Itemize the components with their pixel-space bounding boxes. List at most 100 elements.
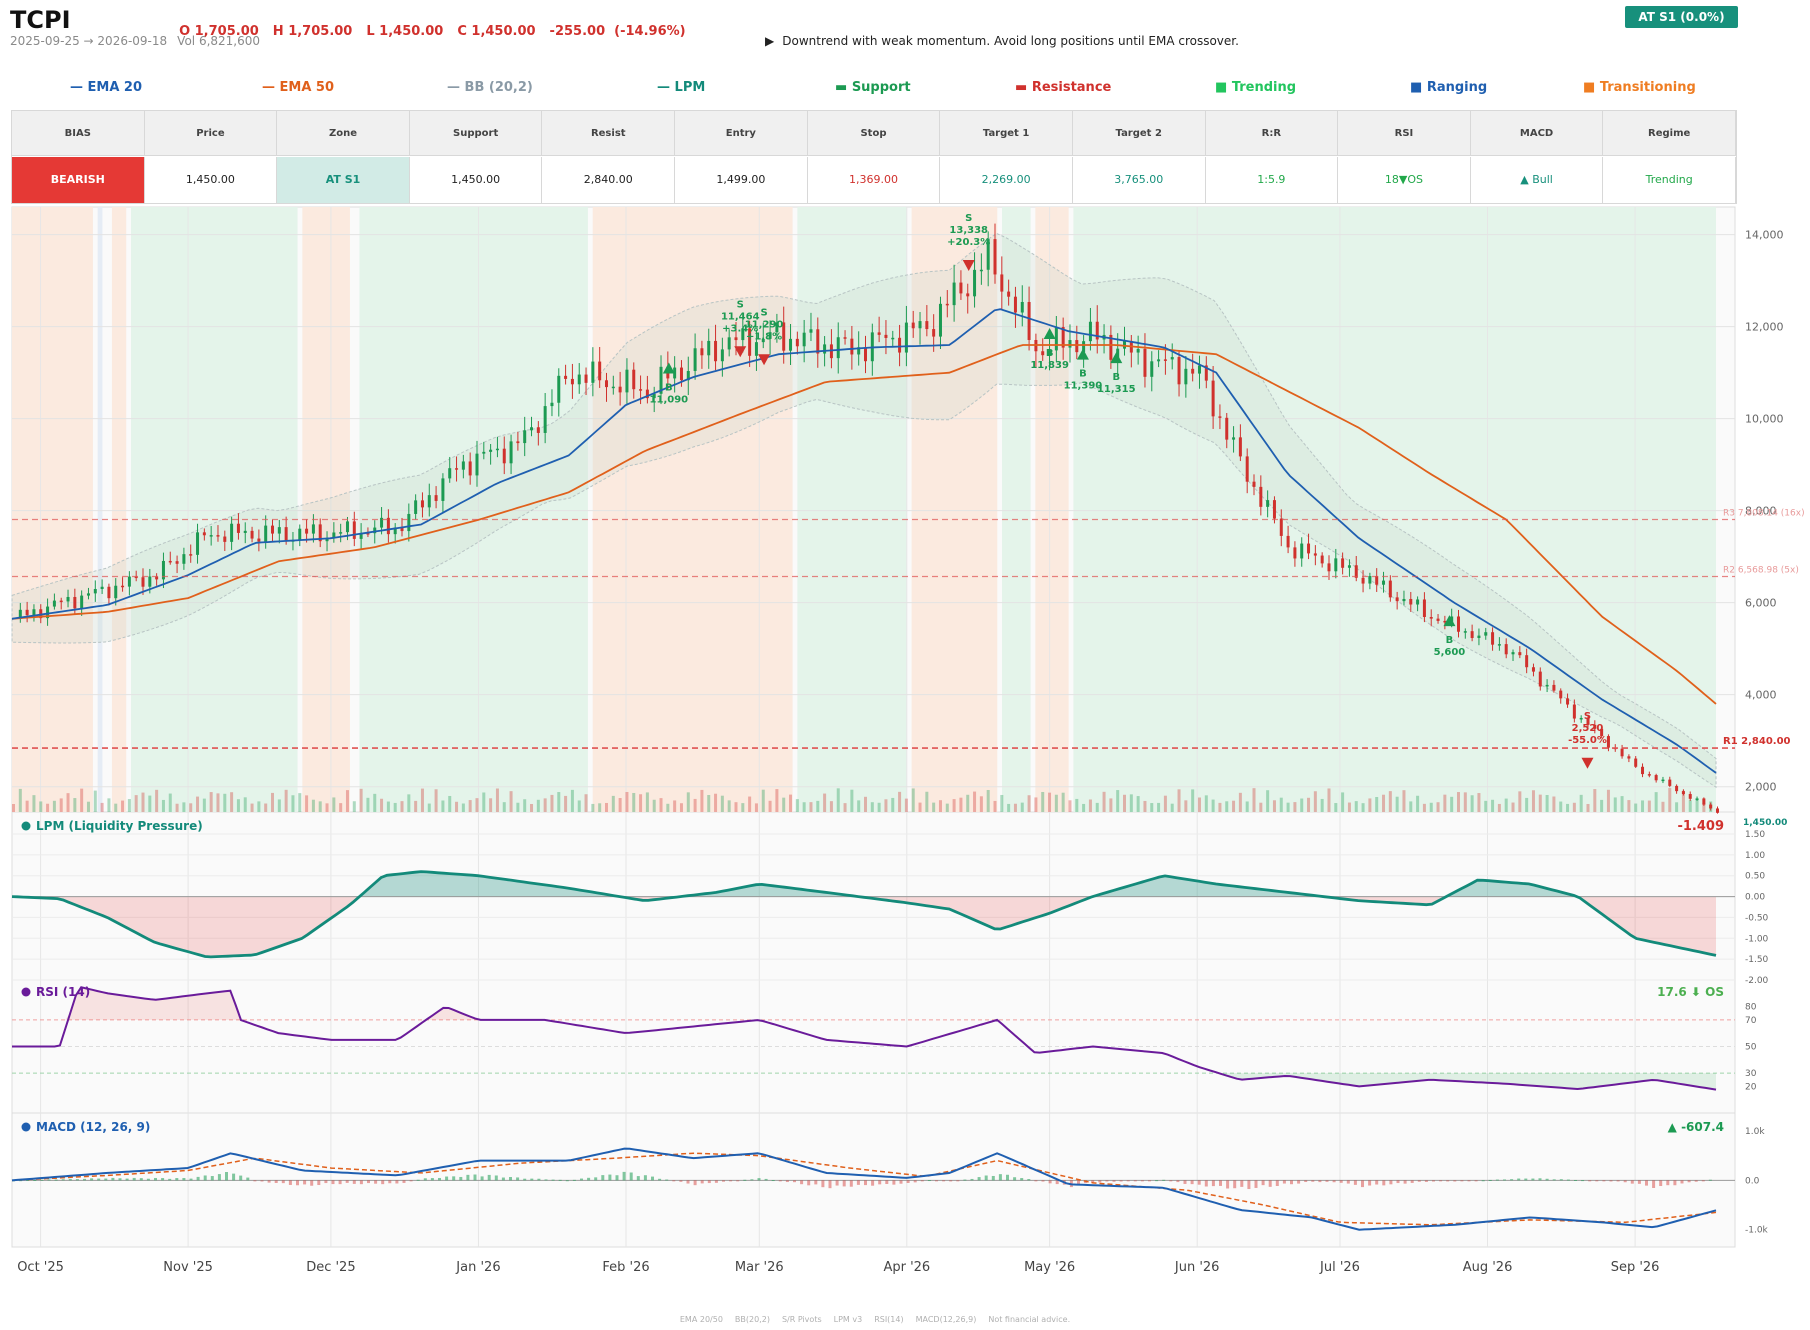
legend-bb-20-2[interactable]: — BB (20,2) — [447, 80, 533, 95]
candle-body — [1709, 804, 1713, 809]
table-cell-zone: AT S1 — [277, 157, 410, 203]
macd-histogram-bar — [388, 1180, 392, 1184]
volume-bar — [1347, 802, 1351, 812]
chart-area[interactable]: Oct '25 Nov '25 Dec '25 Jan '26 Feb '26 Mar '… — [0, 205, 1810, 1310]
regime-band-trending — [797, 207, 907, 812]
volume-bar — [1007, 803, 1011, 812]
legend-ranging[interactable]: ■ Ranging — [1410, 80, 1487, 95]
macd-histogram-bar — [1481, 1180, 1485, 1182]
macd-tick-label: 0.0 — [1745, 1176, 1760, 1186]
table-header-zone: Zone — [277, 111, 410, 156]
candle-body — [1354, 565, 1358, 578]
volume-bar — [1552, 796, 1556, 812]
table-header-target-2: Target 2 — [1072, 111, 1206, 156]
macd-histogram-bar — [61, 1179, 65, 1181]
volume-bar — [39, 801, 43, 812]
candle-body — [1075, 340, 1079, 353]
volume-bar — [1123, 794, 1127, 812]
macd-histogram-bar — [750, 1179, 754, 1181]
volume-bar — [277, 799, 281, 812]
x-tick-label: Sep '26 — [1611, 1260, 1660, 1275]
candle-body — [1375, 576, 1379, 585]
legend-trending[interactable]: ■ Trending — [1215, 80, 1296, 95]
legend-label: EMA 50 — [279, 80, 335, 95]
legend-ema-20[interactable]: — EMA 20 — [70, 80, 142, 95]
candle-body — [986, 239, 990, 270]
legend-swatch-icon: — — [447, 80, 465, 95]
table-header-regime: Regime — [1603, 111, 1736, 156]
volume-bar — [1095, 802, 1099, 812]
candle-body — [1259, 486, 1263, 507]
volume-bar — [618, 798, 622, 812]
lpm-negative-fill — [12, 896, 1716, 957]
macd-histogram-bar — [1332, 1180, 1336, 1183]
volume-bar — [523, 799, 527, 812]
candle-body — [1586, 717, 1590, 725]
volume-bar — [1368, 798, 1372, 812]
macd-histogram-bar — [217, 1174, 221, 1181]
candle-body — [1197, 365, 1201, 374]
volume-bar — [182, 802, 186, 812]
legend-resistance[interactable]: ▬ Resistance — [1015, 80, 1111, 95]
legend-swatch-icon: — — [70, 80, 88, 95]
candle-body — [598, 361, 602, 381]
zone-badge: AT S1 (0.0%) — [1625, 6, 1738, 28]
macd-histogram-bar — [516, 1177, 520, 1181]
legend-swatch-icon: ▬ — [835, 80, 852, 95]
volume-bar — [816, 800, 820, 812]
candle-body — [564, 375, 568, 379]
legend-support[interactable]: ▬ Support — [835, 80, 911, 95]
volume-bar — [1088, 799, 1092, 812]
candle-body — [591, 361, 595, 383]
candle-body — [495, 448, 499, 451]
volume-bar — [434, 789, 438, 812]
macd-histogram-bar — [1538, 1178, 1542, 1181]
candle-body — [1422, 599, 1426, 618]
rsi-oversold-fill — [12, 1073, 1716, 1090]
macd-histogram-bar — [154, 1177, 157, 1181]
macd-histogram-bar — [90, 1178, 94, 1181]
candle-body — [1184, 368, 1188, 385]
macd-histogram-bar — [352, 1180, 356, 1184]
candle-body — [66, 596, 70, 602]
macd-histogram-bar — [1630, 1180, 1634, 1184]
macd-histogram-bar — [1524, 1178, 1528, 1181]
signal-price-label: 11,090 — [650, 394, 689, 405]
volume-bar — [1000, 794, 1004, 812]
legend-lpm[interactable]: — LPM — [657, 80, 705, 95]
candle-body — [741, 328, 745, 341]
volume-bar — [945, 803, 949, 812]
candle-body — [509, 441, 513, 464]
candle-body — [1013, 296, 1017, 313]
range-readout: 2025-09-25 → 2026-09-18 Vol 6,821,600 — [10, 34, 270, 48]
candle-body — [175, 561, 179, 564]
candle-body — [761, 338, 765, 343]
volume-bar — [570, 789, 574, 812]
macd-histogram-bar — [899, 1180, 903, 1184]
macd-histogram-bar — [253, 1180, 257, 1182]
macd-histogram-bar — [949, 1180, 953, 1182]
legend-transitioning[interactable]: ■ Transitioning — [1583, 80, 1696, 95]
volume-bar — [461, 803, 465, 812]
legend-ema-50[interactable]: — EMA 50 — [262, 80, 334, 95]
candle-body — [373, 527, 377, 534]
volume-bar — [202, 798, 206, 812]
candle-body — [816, 329, 820, 354]
candle-body — [1552, 684, 1556, 691]
rsi-tick-label: 70 — [1745, 1016, 1757, 1026]
macd-histogram-bar — [367, 1180, 370, 1184]
candle-body — [1429, 617, 1433, 619]
macd-histogram-bar — [196, 1176, 200, 1181]
buy-signal-marker — [1110, 352, 1123, 364]
candle-body — [277, 527, 281, 534]
table-cell-rsi: 18▼OS — [1338, 157, 1471, 203]
candle-body — [1191, 368, 1195, 374]
candle-body — [325, 538, 329, 542]
candle-body — [420, 500, 424, 508]
volume-bar — [1013, 803, 1017, 812]
volume-bar — [1450, 796, 1454, 812]
macd-histogram-bar — [1105, 1180, 1109, 1182]
candle-body — [73, 596, 77, 609]
volume-bar — [959, 797, 963, 812]
candle-body — [182, 554, 186, 564]
